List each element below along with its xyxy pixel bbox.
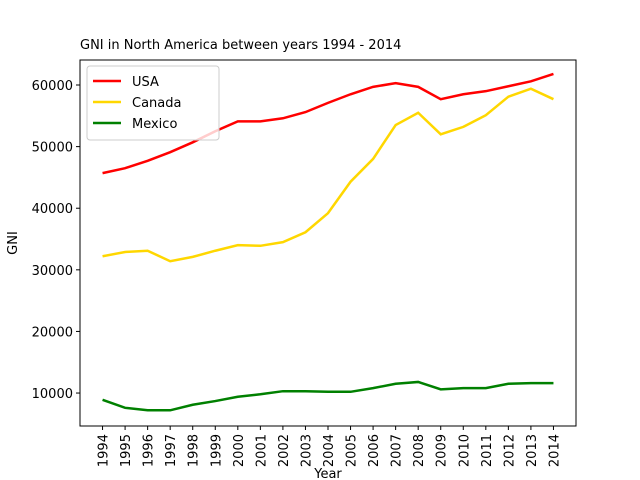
y-tick-label: 60000 (32, 79, 73, 94)
legend-label: Canada (132, 96, 181, 111)
x-tick-label: 2007 (390, 434, 405, 467)
x-tick-label: 2014 (547, 434, 562, 467)
x-tick-label: 2006 (367, 434, 382, 467)
legend-label: USA (132, 75, 159, 90)
plot-frame (79, 59, 577, 427)
x-tick-label: 2011 (480, 434, 495, 467)
x-tick-label: 2012 (502, 434, 517, 467)
legend-box (86, 65, 220, 141)
y-tick-label: 50000 (32, 141, 73, 156)
y-tick-label: 40000 (32, 202, 73, 217)
chart-title: GNI in North America between years 1994 … (80, 38, 401, 53)
x-tick-label: 2008 (412, 434, 427, 467)
y-axis-label: GNI (6, 231, 21, 255)
line-series (102, 380, 554, 412)
x-tick-label: 2013 (525, 434, 540, 467)
x-tick-label: 1994 (97, 434, 112, 467)
x-tick-label: 1997 (164, 434, 179, 467)
x-tick-label: 2001 (254, 434, 269, 467)
x-tick-label: 2009 (435, 434, 450, 467)
y-tick-label: 10000 (32, 387, 73, 402)
x-tick-label: 2000 (232, 434, 247, 467)
x-tick-label: 1999 (209, 434, 224, 467)
line-series (102, 87, 554, 263)
legend-label: Mexico (132, 117, 177, 132)
x-tick-label: 1995 (119, 434, 134, 467)
x-tick-label: 2003 (299, 434, 314, 467)
x-tick-label: 1996 (142, 434, 157, 467)
x-tick-label: 2010 (457, 434, 472, 467)
line-series (102, 72, 554, 175)
y-tick-label: 20000 (32, 325, 73, 340)
x-axis-label: Year (313, 467, 342, 480)
x-tick-label: 2004 (322, 434, 337, 467)
y-tick-label: 30000 (32, 264, 73, 279)
x-tick-label: 1998 (187, 434, 202, 467)
x-tick-label: 2005 (345, 434, 360, 467)
x-tick-label: 2002 (277, 434, 292, 467)
